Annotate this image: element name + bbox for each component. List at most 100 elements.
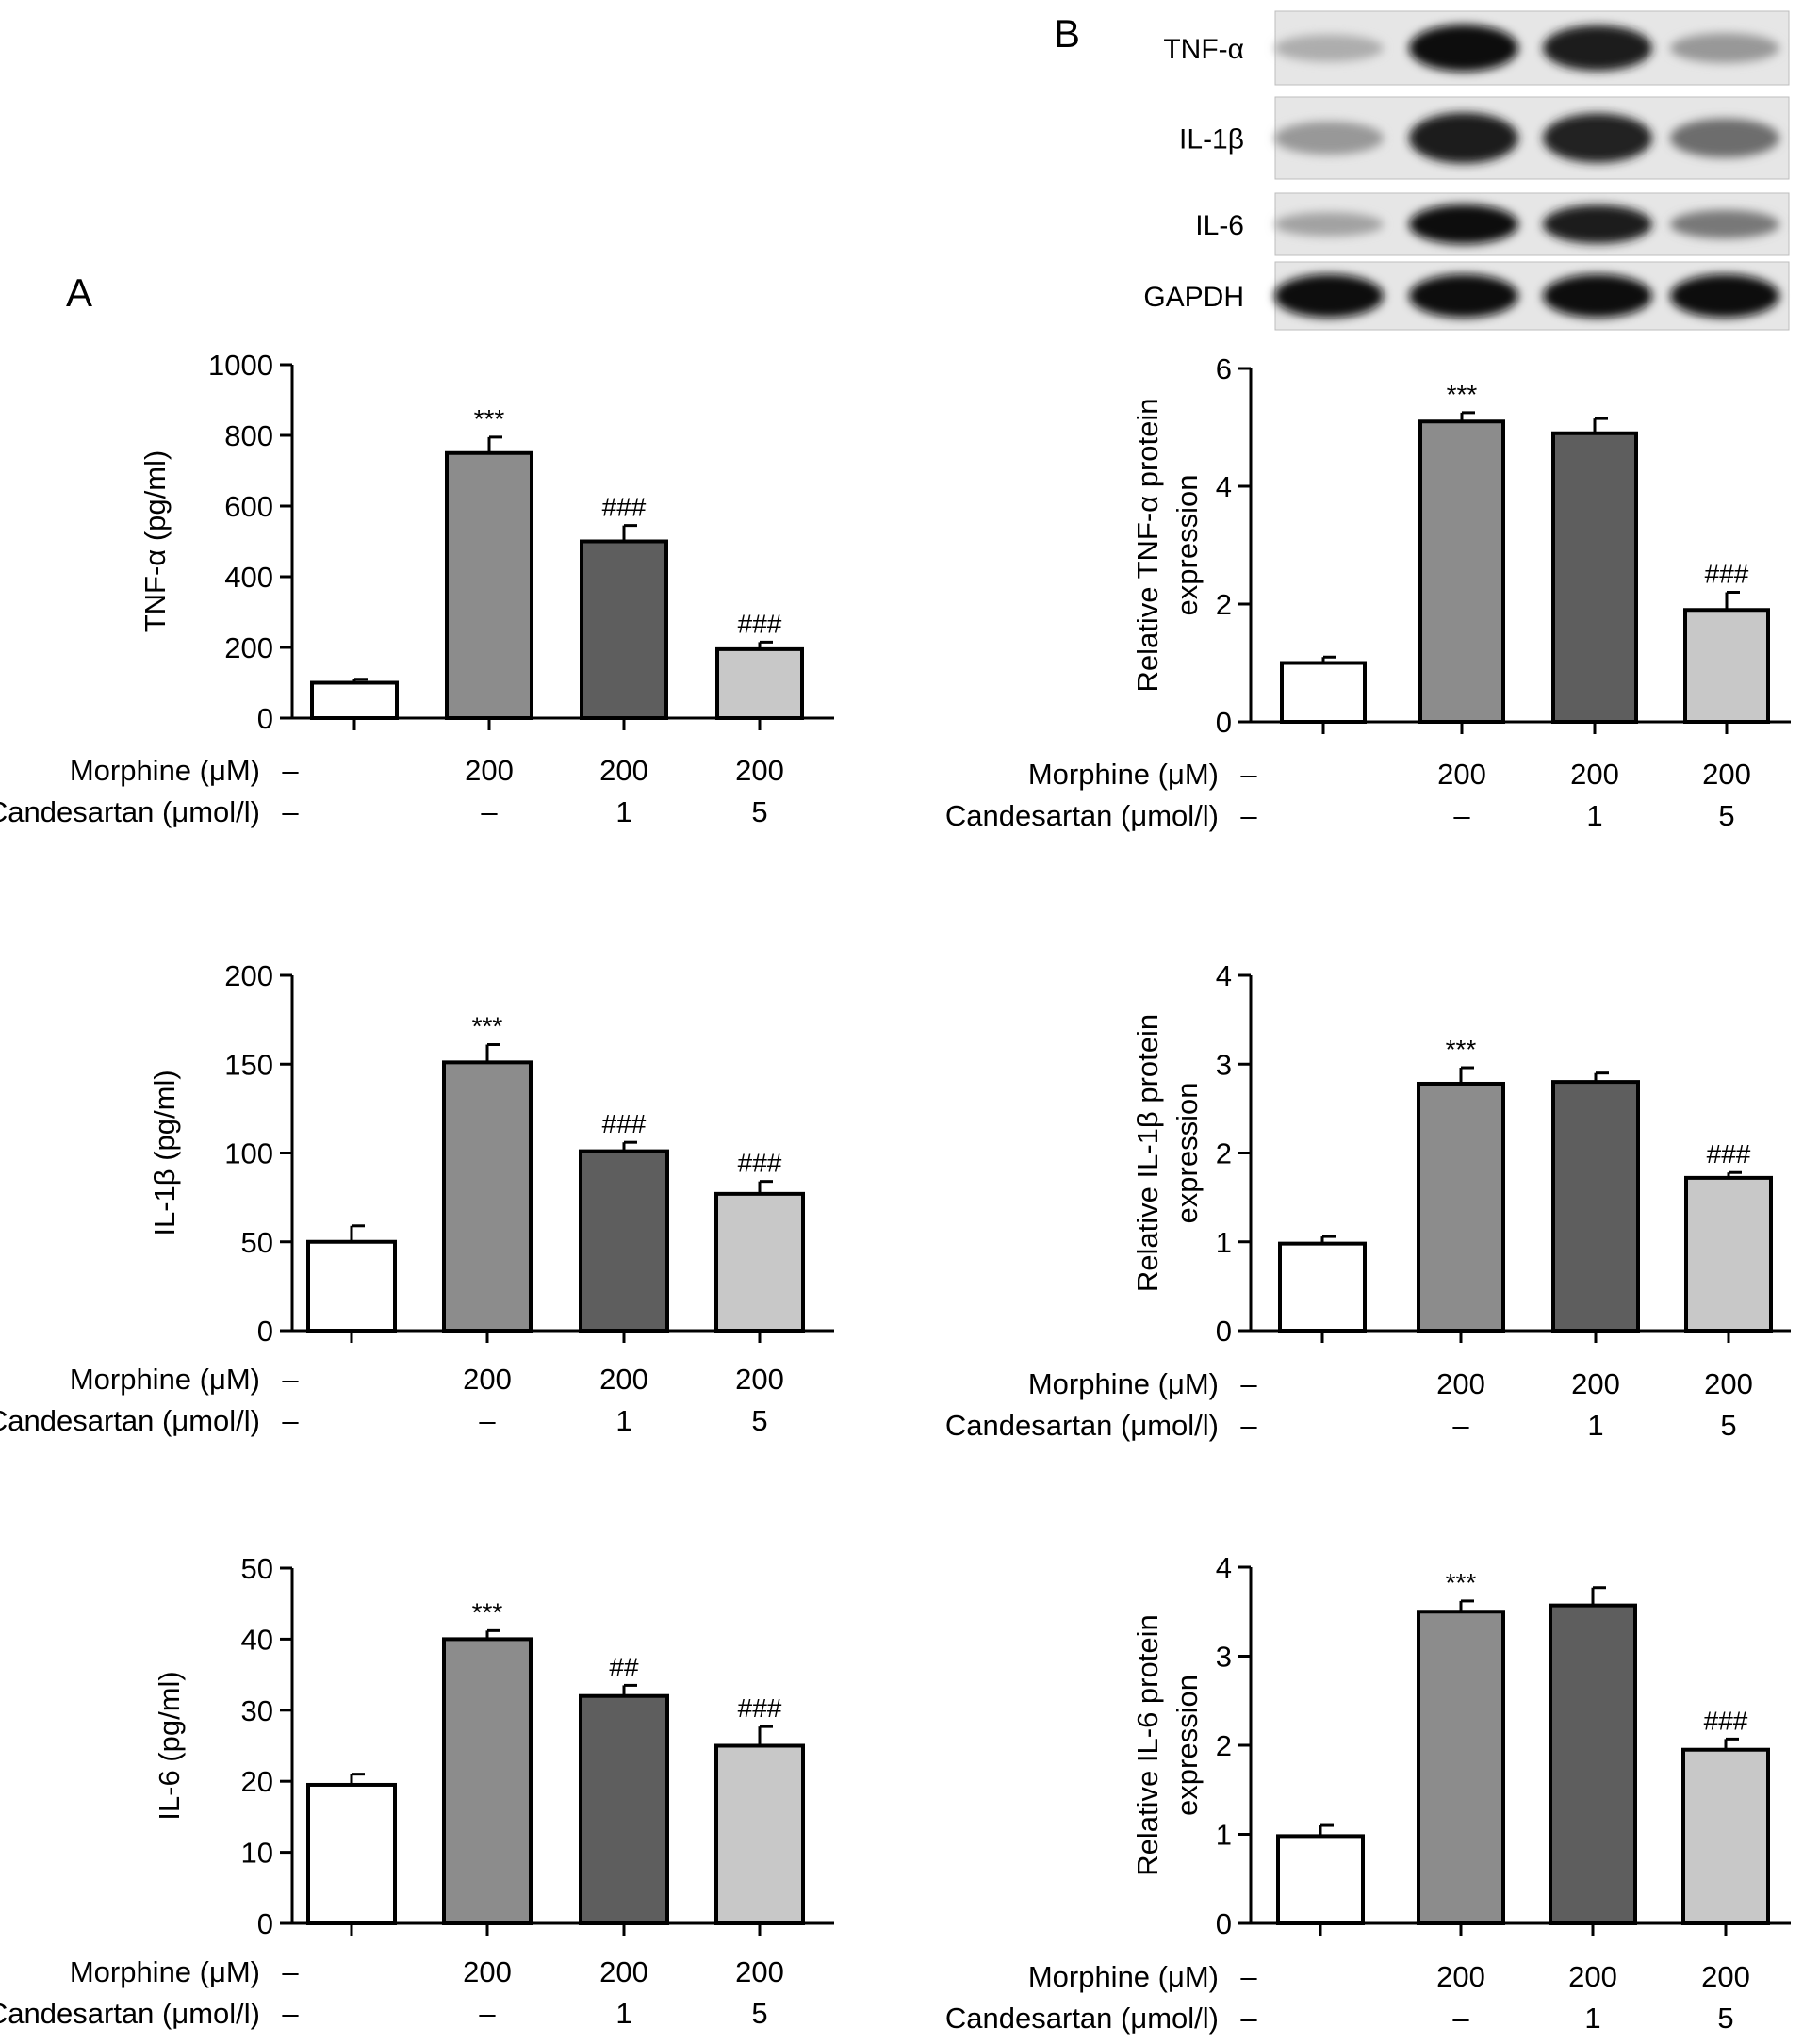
treatment-row-label: Morphine (μM) xyxy=(1028,1367,1219,1400)
treatment-value: 200 xyxy=(1436,1960,1485,1993)
treatment-value: 200 xyxy=(599,1955,648,1988)
bar xyxy=(714,1191,805,1333)
blot-row: TNF-α xyxy=(1163,10,1790,86)
y-tick-label: 6 xyxy=(1216,352,1232,385)
y-axis-label-line: expression xyxy=(1171,1083,1204,1224)
y-tick-label: 200 xyxy=(224,959,273,992)
y-tick-label: 4 xyxy=(1216,959,1232,992)
blot-band xyxy=(1409,112,1518,164)
significance-label: ### xyxy=(738,1149,782,1178)
bar xyxy=(1417,1610,1505,1925)
y-tick-label: 0 xyxy=(257,702,273,735)
western-blot: TNF-α IL-1β IL-6 GAPDH xyxy=(1143,10,1790,331)
treatment-value: 5 xyxy=(751,795,767,828)
blot-band xyxy=(1409,204,1518,245)
treatment-value: 200 xyxy=(463,1363,512,1396)
treatment-value: 5 xyxy=(1718,799,1734,832)
y-axis-label: Relative IL-6 protein expression xyxy=(1131,1614,1204,1875)
bar xyxy=(445,450,533,720)
treatment-value: – xyxy=(1240,758,1257,791)
significance-label: *** xyxy=(1446,1568,1477,1597)
treatment-value: – xyxy=(479,1404,496,1437)
y-tick-label: 2 xyxy=(1216,1729,1232,1762)
treatment-row-label: Morphine (μM) xyxy=(70,754,260,787)
significance-label: ### xyxy=(1705,560,1749,589)
treatment-row-label: Morphine (μM) xyxy=(70,1363,260,1396)
significance-label: ### xyxy=(1704,1706,1748,1735)
y-tick-label: 30 xyxy=(241,1694,273,1727)
blot-band xyxy=(1274,212,1384,237)
treatment-value: – xyxy=(1240,1367,1257,1400)
treatment-value: 1 xyxy=(615,1997,631,2030)
treatment-value: 200 xyxy=(735,1363,784,1396)
bar xyxy=(1418,419,1505,724)
y-tick-label: 2 xyxy=(1216,1137,1232,1170)
y-tick-label: 4 xyxy=(1216,1551,1232,1584)
treatment-value: – xyxy=(1452,1409,1469,1442)
significance-label: *** xyxy=(1446,1035,1477,1064)
treatment-value: – xyxy=(481,795,498,828)
blot-band xyxy=(1409,273,1518,319)
y-tick-label: 20 xyxy=(241,1765,273,1798)
treatment-row-label: Morphine (μM) xyxy=(1028,1960,1219,1993)
bar xyxy=(1551,1080,1640,1333)
significance-label: *** xyxy=(472,1597,503,1627)
y-axis-label: Relative IL-1β protein expression xyxy=(1131,1014,1204,1292)
bar xyxy=(579,1693,669,1925)
blot-band xyxy=(1670,33,1779,63)
treatment-value: 200 xyxy=(1571,1367,1620,1400)
significance-label: ## xyxy=(609,1652,639,1681)
y-axis-label: IL-6 (pg/ml) xyxy=(153,1671,186,1820)
bar-chart: 0 50 100 150 200 IL-1β (pg/ml) *** ### ### Morphi… xyxy=(0,959,834,1437)
treatment-value: – xyxy=(282,1363,299,1396)
blot-row-label: IL-1β xyxy=(1179,124,1244,155)
blot-band xyxy=(1543,25,1652,72)
panel-letter-a: A xyxy=(66,270,92,315)
y-axis-label: TNF-α (pg/ml) xyxy=(139,450,172,633)
y-axis-label: Relative TNF-α protein expression xyxy=(1131,399,1204,693)
blot-row-label: IL-6 xyxy=(1195,210,1244,241)
treatment-row-label: Candesartan (μmol/l) xyxy=(0,795,260,828)
blot-band xyxy=(1274,34,1384,62)
treatment-value: 200 xyxy=(1570,758,1619,791)
blot-band xyxy=(1543,273,1652,319)
y-tick-label: 1 xyxy=(1216,1819,1232,1852)
treatment-value: – xyxy=(1453,799,1470,832)
blot-band xyxy=(1670,118,1779,158)
y-tick-label: 1 xyxy=(1216,1226,1232,1259)
bar xyxy=(442,1060,533,1333)
treatment-value: – xyxy=(1240,2002,1257,2035)
bar xyxy=(306,1239,397,1333)
treatment-value: 200 xyxy=(599,754,648,787)
treatment-value: – xyxy=(282,754,299,787)
treatment-value: 200 xyxy=(1568,1960,1617,1993)
y-tick-label: 4 xyxy=(1216,470,1232,503)
y-tick-label: 40 xyxy=(241,1623,273,1656)
treatment-row-label: Candesartan (μmol/l) xyxy=(0,1404,260,1437)
bar-chart: 0 200 400 600 800 1000 TNF-α (pg/ml) *** ### ### M… xyxy=(0,349,834,828)
y-tick-label: 600 xyxy=(224,490,273,523)
blot-band xyxy=(1274,121,1384,155)
bar-chart: 0 2 4 6 Relative TNF-α protein expression *** #… xyxy=(945,352,1791,832)
treatment-value: 200 xyxy=(735,754,784,787)
y-axis-label-line: expression xyxy=(1171,1675,1204,1816)
bar xyxy=(306,1782,397,1925)
bar xyxy=(1417,1081,1505,1333)
treatment-row-label: Morphine (μM) xyxy=(1028,758,1219,791)
blot-row: IL-1β xyxy=(1179,96,1790,180)
significance-label: ### xyxy=(738,1693,782,1723)
treatment-value: 5 xyxy=(1717,2002,1733,2035)
y-axis-label-line: Relative TNF-α protein xyxy=(1131,399,1164,693)
y-tick-label: 150 xyxy=(224,1048,273,1081)
bar xyxy=(1681,1747,1770,1925)
treatment-value: 1 xyxy=(615,1404,631,1437)
treatment-value: 1 xyxy=(1586,799,1602,832)
treatment-row-label: Candesartan (μmol/l) xyxy=(945,799,1219,832)
significance-label: ### xyxy=(602,1109,647,1138)
y-axis-label-line: Relative IL-1β protein xyxy=(1131,1014,1164,1292)
blot-band xyxy=(1670,209,1779,239)
y-tick-label: 800 xyxy=(224,419,273,452)
treatment-row-label: Candesartan (μmol/l) xyxy=(945,1409,1219,1442)
